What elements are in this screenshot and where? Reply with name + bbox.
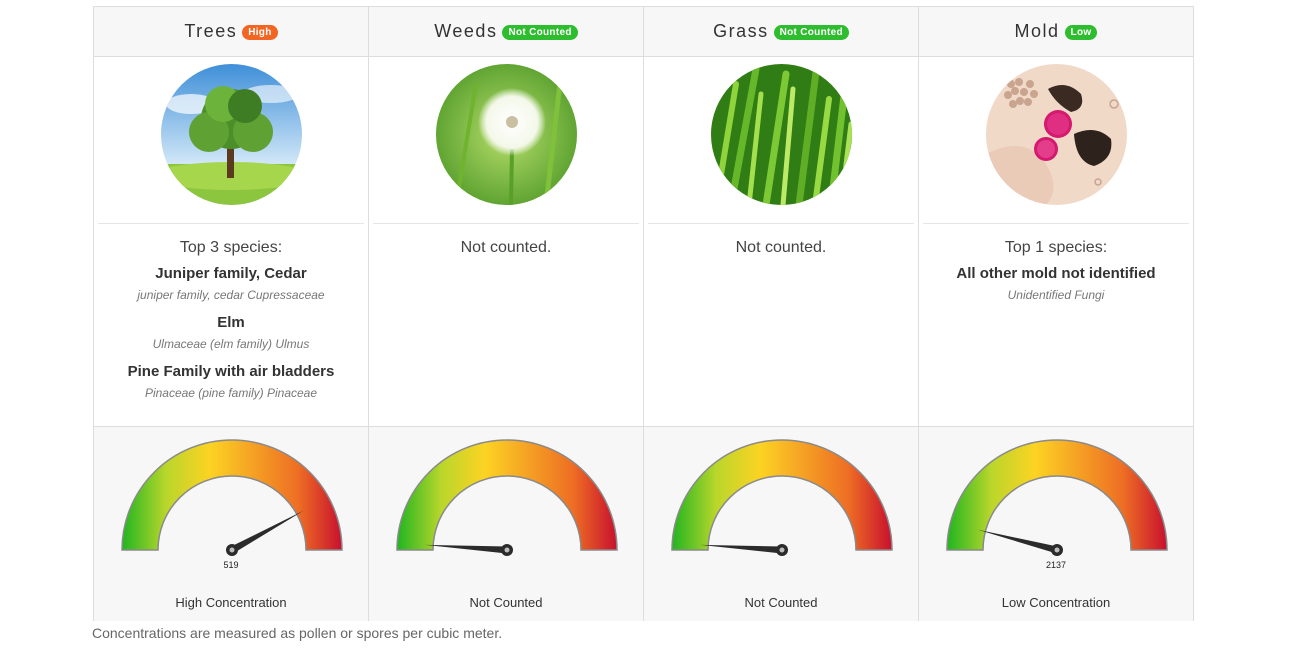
species-latin: juniper family, cedar Cupressaceae [137,288,325,302]
level-badge: Not Counted [773,25,849,40]
dandelion-photo [436,64,577,205]
divider [373,223,639,224]
column-title: Grass [713,21,769,41]
gauge-caption: Low Concentration [1001,595,1111,610]
column-header: Trees High [94,7,368,57]
footnote: Concentrations are measured as pollen or… [92,625,503,641]
gauge-caption: Not Counted [469,595,543,610]
species-list: Top 3 species: Juniper family, Cedar jun… [94,239,368,412]
gauge-value: 519 [223,560,239,570]
gauge-section: Not Counted [644,426,918,621]
gauge-hub-center [504,547,510,553]
gauge-arc [671,439,893,551]
gauge-arc [396,439,618,551]
level-badge: Low [1064,25,1098,40]
species-name: Juniper family, Cedar [155,265,307,282]
column-header: Mold Low [919,7,1193,57]
species-list: Not counted. [369,239,643,265]
level-badge: High [242,25,278,40]
gauge-section: 519 High Concentration [94,426,368,621]
concentration-gauge [121,439,343,556]
divider [923,223,1189,224]
mold-photo [986,64,1127,205]
column-grass: Grass Not Counted Not c [644,7,919,621]
divider [648,223,914,224]
species-heading: Top 3 species: [179,239,283,256]
divider [98,223,364,224]
column-header: Weeds Not Counted [369,7,643,57]
tree-photo [161,64,302,205]
level-badge: Not Counted [502,25,578,40]
concentration-gauge [396,439,618,556]
species-heading: Top 1 species: [1004,239,1108,256]
column-weeds: Weeds Not Counted [369,7,644,621]
gauge-needle [977,529,1058,554]
concentration-gauge [671,439,893,556]
gauge-caption: High Concentration [175,595,287,610]
column-title: Weeds [434,21,498,41]
gauge-needle [425,544,508,554]
not-counted-text: Not counted. [735,239,827,256]
species-latin: Ulmaceae (elm family) Ulmus [152,337,310,351]
gauge-arc [121,439,343,551]
gauge-needle [230,510,304,554]
species-latin: Unidentified Fungi [1007,288,1105,302]
gauge-hub-center [229,547,235,553]
gauge-caption: Not Counted [744,595,818,610]
not-counted-text: Not counted. [460,239,552,256]
gauge-value: 2137 [1045,560,1067,570]
species-name: Pine Family with air bladders [127,363,335,380]
gauge-arc [946,439,1168,551]
gauge-section: 2137 Low Concentration [919,426,1193,621]
column-header: Grass Not Counted [644,7,918,57]
species-list: Not counted. [644,239,918,265]
grass-photo [711,64,852,205]
gauge-hub-center [1054,547,1060,553]
column-mold: Mold Low [919,7,1193,621]
species-name: Elm [217,314,245,331]
column-trees: Trees High [94,7,369,621]
species-list: Top 1 species: All other mold not identi… [919,239,1193,314]
species-name: All other mold not identified [956,265,1156,282]
gauge-hub-center [779,547,785,553]
species-latin: Pinaceae (pine family) Pinaceae [144,386,318,400]
gauge-needle [700,544,783,554]
column-title: Mold [1014,21,1060,41]
column-title: Trees [184,21,238,41]
pollen-panel: Trees High [93,6,1194,621]
gauge-section: Not Counted [369,426,643,621]
concentration-gauge [946,439,1168,556]
